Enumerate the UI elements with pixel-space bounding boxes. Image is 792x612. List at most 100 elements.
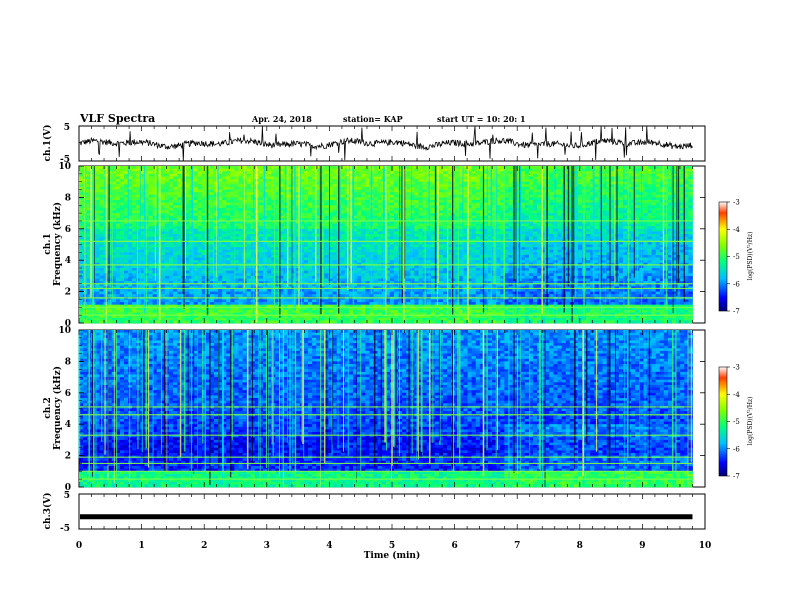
spectrogram-cell [115,249,121,253]
spectrogram-cell [393,173,399,177]
spectrogram-cell [557,179,562,183]
spectrogram-cell [132,247,137,251]
spectrogram-cell [185,171,190,175]
spectrogram-cell [537,205,542,209]
spectrogram-cell [185,213,190,217]
spectrogram-cell [160,215,166,219]
spectrogram-cell [291,176,297,180]
spectrogram-cell [168,176,174,180]
spectrogram-cell [303,189,309,193]
spectrogram-cell [459,171,464,175]
spectrogram-cell [520,207,526,211]
spectrogram-cell [295,194,301,198]
spectrogram-cell [602,207,607,211]
spectrogram-cell [520,215,526,219]
spectrogram-cell [267,176,272,180]
spectrogram-cell [95,236,100,240]
spectrogram-cell [168,236,174,240]
spectrogram-cell [651,186,657,190]
spectrogram-cell [688,192,693,196]
spectrogram-cell [287,200,293,204]
spectrogram-cell [218,213,223,217]
spectrogram-cell [459,223,464,227]
spectrogram-cell [557,210,562,214]
spectrogram-cell [79,236,84,240]
spectrogram-cell [128,236,133,240]
spectrogram-cell [160,176,166,180]
spectrogram-cell [275,176,280,180]
spectrogram-cell [610,166,616,170]
spectrogram-cell [430,220,436,224]
spectrogram-cell [111,186,117,190]
spectrogram-cell [500,213,505,217]
spectrogram-cell [500,186,505,190]
spectrogram-cell [365,241,370,245]
spectrogram-cell [479,218,485,222]
spectrogram-cell [164,166,170,170]
spectrogram-cell [577,231,583,235]
spectrogram-cell [173,252,178,256]
spectrogram-cell [107,252,113,256]
spectrogram-cell [258,202,264,206]
spectrogram-cell [451,194,456,198]
spectrogram-cell [324,244,329,248]
spectrogram-cell [258,184,264,188]
spectrogram-cell [136,247,141,251]
spectrogram-cell [590,171,595,175]
spectrogram-cell [316,234,321,238]
spectrogram-cell [377,194,383,198]
spectrogram-cell [516,207,522,211]
spectrogram-cell [516,171,522,175]
spectrogram-cell [496,202,501,206]
spectrogram-cell [602,231,607,235]
spectrogram-cell [393,181,399,185]
spectrogram-cell [95,186,100,190]
spectrogram-cell [87,197,92,201]
spectrogram-cell [606,244,612,248]
spectrogram-cell [471,207,477,211]
spectrogram-cell [111,197,117,201]
spectrogram-cell [152,207,158,211]
spectrogram-cell [197,200,203,204]
spectrogram-cell [177,223,182,227]
spectrogram-cell [516,189,522,193]
spectrogram-cell [308,179,313,183]
spectrogram-cell [667,202,673,206]
spectrogram-cell [438,249,444,253]
spectrogram-cell [173,205,178,209]
spectrogram-cell [557,181,562,185]
spectrogram-cell [688,241,693,245]
spectrogram-cell [516,192,522,196]
spectrogram-cell [577,205,583,209]
spectrogram-cell [353,228,358,232]
spectrogram-cell [684,210,689,214]
spectrogram-cell [140,179,145,183]
spectrogram-cell [500,215,505,219]
spectrogram-cell [373,200,378,204]
spectrogram-cell [295,173,301,177]
spectrogram-cell [594,171,599,175]
spectrogram-cell [475,166,481,170]
spectrogram-cell [263,192,268,196]
spectrogram-cell [398,179,403,183]
spectrogram-cell [410,231,415,235]
spectrogram-cell [451,236,456,240]
spectrogram-cell [222,176,227,180]
spectrogram-cell [443,244,448,248]
spectrogram-cell [230,200,235,204]
spectrogram-cell [119,194,125,198]
spectrogram-cell [590,218,595,222]
spectrogram-cell [594,184,599,188]
spectrogram-cell [275,171,280,175]
spectrogram-cell [365,228,370,232]
spectrogram-cell [271,202,276,206]
spectrogram-cell [393,213,399,217]
spectrogram-cell [152,186,158,190]
spectrogram-cell [295,234,301,238]
spectrogram-cell [467,168,473,172]
spectrogram-cell [209,231,215,235]
spectrogram-cell [557,168,562,172]
spectrogram-cell [201,181,207,185]
spectrogram-cell [643,181,648,185]
spectrogram-cell [340,186,346,190]
